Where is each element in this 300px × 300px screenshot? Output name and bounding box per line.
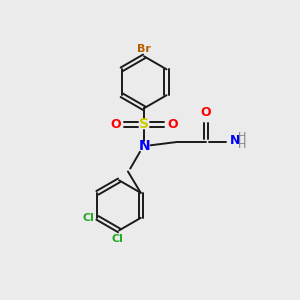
Text: N: N	[138, 140, 150, 154]
Text: S: S	[139, 117, 149, 131]
Text: O: O	[201, 106, 211, 119]
Text: H: H	[238, 132, 246, 142]
Text: Cl: Cl	[82, 213, 94, 223]
Text: Br: Br	[137, 44, 151, 54]
Text: N: N	[230, 134, 240, 147]
Text: O: O	[168, 118, 178, 131]
Text: Cl: Cl	[112, 234, 124, 244]
Text: O: O	[110, 118, 121, 131]
Text: H: H	[238, 140, 246, 150]
